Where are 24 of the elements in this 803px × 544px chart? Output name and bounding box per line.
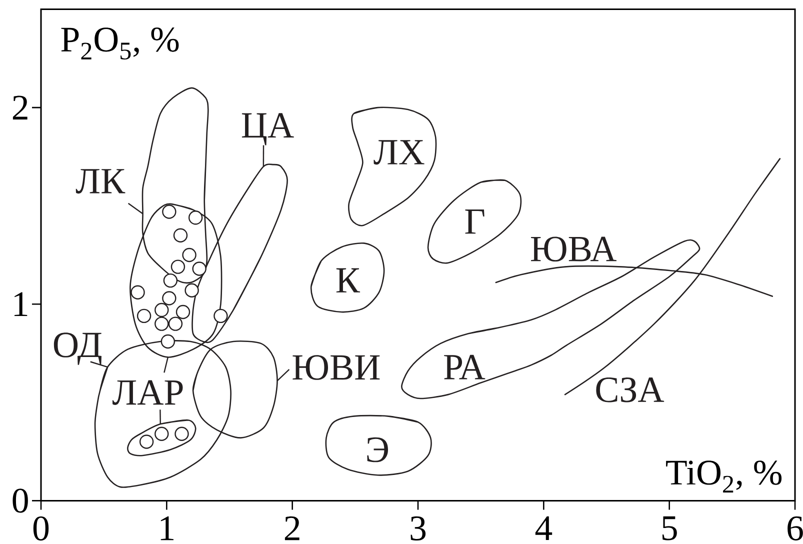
- y-tick-label: 2: [12, 96, 28, 120]
- series-label: ОД: [54, 332, 102, 365]
- x-tick-label: 1: [160, 516, 174, 540]
- series-label: ЦА: [242, 113, 294, 146]
- x-tick-label: 4: [535, 516, 552, 540]
- legend-label: ЮВИ: [292, 355, 380, 380]
- x-tick-label: 3: [410, 516, 426, 540]
- series-label: ЛК: [76, 169, 126, 194]
- x-tick-label: 6: [788, 516, 803, 540]
- x-tick-label: 2: [284, 516, 300, 540]
- y-tick-label: 0: [12, 488, 28, 513]
- series-label: СЗА: [596, 377, 664, 402]
- y-axis-title: P$_{2}$O$_{5}$, %: [61, 28, 179, 60]
- series-label: ЮВА: [531, 236, 616, 262]
- series-label: К: [336, 268, 360, 292]
- series-label: Г: [465, 210, 484, 234]
- series-label: РА: [444, 354, 486, 380]
- x-axis-title: TiO$_{2}$, %: [666, 460, 782, 492]
- series-label: ЛХ: [374, 140, 424, 165]
- x-tick-label: 5: [662, 516, 677, 540]
- x-tick-label: 0: [33, 516, 49, 541]
- series-label: Э: [367, 437, 388, 462]
- y-tick-label: 1: [14, 292, 28, 316]
- series-label: ЛАР: [112, 380, 183, 405]
